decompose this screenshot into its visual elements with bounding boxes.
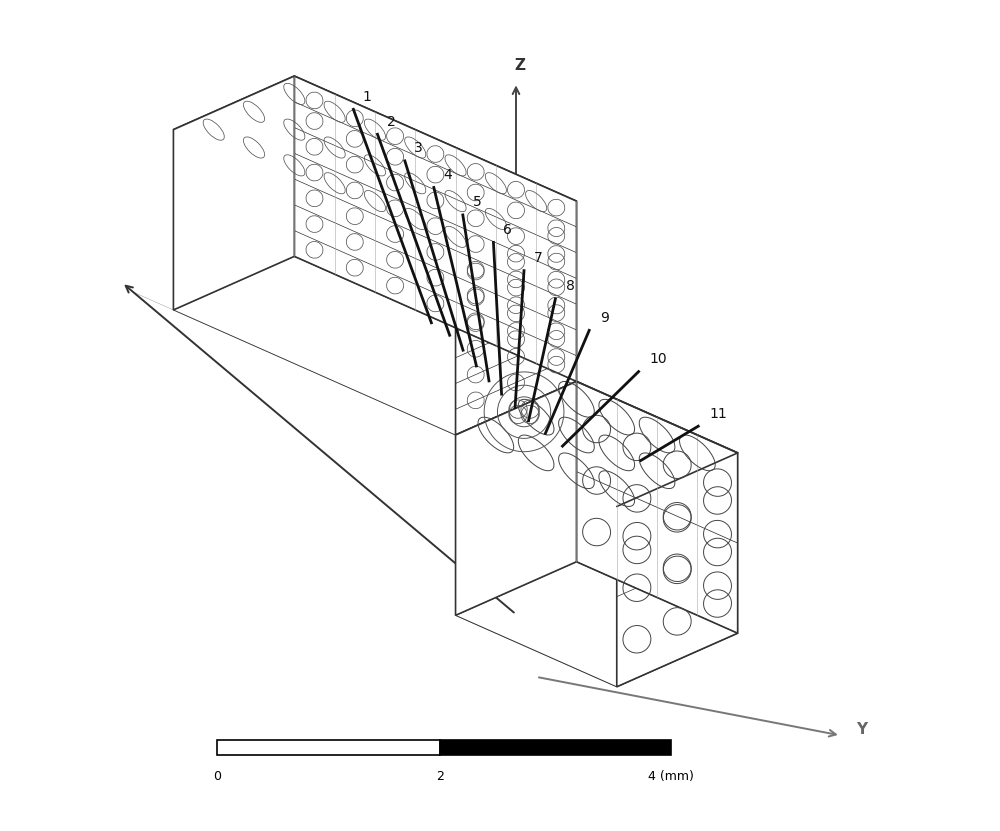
Text: 7: 7	[534, 251, 543, 265]
Text: 5: 5	[473, 195, 481, 209]
Text: 2: 2	[387, 115, 396, 129]
Polygon shape	[173, 76, 576, 254]
Text: 10: 10	[650, 352, 667, 366]
Text: 8: 8	[566, 279, 575, 293]
Polygon shape	[456, 381, 576, 435]
Polygon shape	[456, 435, 617, 686]
Polygon shape	[456, 201, 576, 435]
Polygon shape	[173, 76, 294, 310]
Bar	[217, 740, 440, 755]
Text: Y: Y	[856, 722, 867, 737]
Text: 1: 1	[363, 90, 372, 104]
Text: 11: 11	[709, 407, 727, 421]
Bar	[440, 740, 671, 755]
Polygon shape	[576, 381, 738, 633]
Text: 0: 0	[213, 770, 221, 784]
Text: 2: 2	[436, 770, 444, 784]
Polygon shape	[173, 256, 576, 435]
Polygon shape	[617, 453, 738, 686]
Text: 4 (mm): 4 (mm)	[648, 770, 694, 784]
Polygon shape	[294, 76, 576, 381]
Text: 3: 3	[414, 141, 423, 155]
Text: 4: 4	[443, 168, 452, 182]
Polygon shape	[456, 562, 738, 686]
Text: Z: Z	[515, 57, 526, 72]
Text: 6: 6	[503, 223, 512, 237]
Text: 9: 9	[600, 311, 609, 325]
Polygon shape	[173, 130, 456, 435]
Polygon shape	[456, 381, 738, 506]
Polygon shape	[456, 381, 576, 615]
